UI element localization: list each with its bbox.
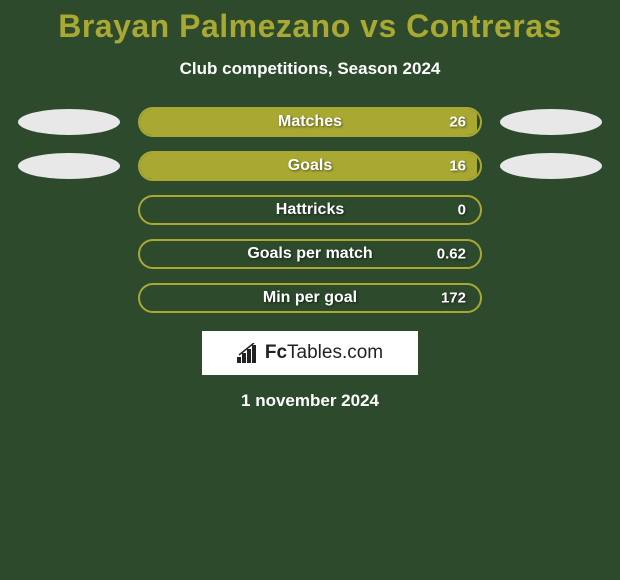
player-oval-left (18, 153, 120, 179)
stat-row: Hattricks 0 (0, 195, 620, 225)
stat-value: 16 (449, 158, 466, 175)
stat-label: Hattricks (276, 201, 344, 219)
player-oval-right (500, 153, 602, 179)
stat-value: 26 (449, 114, 466, 131)
stat-label: Min per goal (263, 289, 357, 307)
stat-value: 172 (441, 290, 466, 307)
date-text: 1 november 2024 (0, 391, 620, 411)
stat-row: Goals per match 0.62 (0, 239, 620, 269)
stat-bar: Goals 16 (138, 151, 482, 181)
stat-row: Min per goal 172 (0, 283, 620, 313)
subtitle: Club competitions, Season 2024 (0, 59, 620, 79)
stat-row: Matches 26 (0, 107, 620, 137)
bars-container: Matches 26 Goals 16 Hattricks 0 Goals per matc… (0, 107, 620, 313)
stat-bar: Matches 26 (138, 107, 482, 137)
stat-bar: Min per goal 172 (138, 283, 482, 313)
stat-bar: Goals per match 0.62 (138, 239, 482, 269)
logo-rest: Tables.com (287, 342, 383, 363)
player-oval-left (18, 109, 120, 135)
logo-text: FcTables.com (265, 342, 383, 364)
stat-bar: Hattricks 0 (138, 195, 482, 225)
stats-card: Brayan Palmezano vs Contreras Club compe… (0, 0, 620, 411)
page-title: Brayan Palmezano vs Contreras (0, 8, 620, 45)
stat-value: 0 (458, 202, 466, 219)
stat-label: Matches (278, 113, 342, 131)
bar-chart-icon (237, 343, 259, 363)
logo-prefix: Fc (265, 342, 287, 363)
stat-label: Goals per match (247, 245, 372, 263)
stat-row: Goals 16 (0, 151, 620, 181)
player-oval-right (500, 109, 602, 135)
stat-value: 0.62 (437, 246, 466, 263)
logo-box[interactable]: FcTables.com (202, 331, 418, 375)
stat-label: Goals (288, 157, 332, 175)
